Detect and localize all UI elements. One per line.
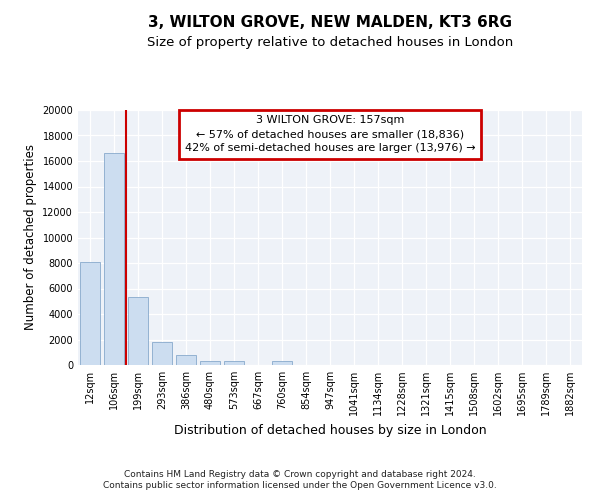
Text: Contains HM Land Registry data © Crown copyright and database right 2024.
Contai: Contains HM Land Registry data © Crown c…: [103, 470, 497, 490]
Bar: [200, 361, 220, 365]
Bar: [104, 154, 124, 365]
Bar: [272, 361, 292, 365]
X-axis label: Distribution of detached houses by size in London: Distribution of detached houses by size …: [173, 424, 487, 436]
Text: 3 WILTON GROVE: 157sqm
← 57% of detached houses are smaller (18,836)
42% of semi: 3 WILTON GROVE: 157sqm ← 57% of detached…: [185, 115, 475, 153]
Text: 3, WILTON GROVE, NEW MALDEN, KT3 6RG: 3, WILTON GROVE, NEW MALDEN, KT3 6RG: [148, 15, 512, 30]
Bar: [128, 298, 148, 365]
Bar: [152, 342, 172, 365]
Bar: [176, 355, 196, 365]
Text: Size of property relative to detached houses in London: Size of property relative to detached ho…: [147, 36, 513, 49]
Bar: [224, 361, 244, 365]
Bar: [80, 262, 100, 365]
Y-axis label: Number of detached properties: Number of detached properties: [24, 144, 37, 330]
